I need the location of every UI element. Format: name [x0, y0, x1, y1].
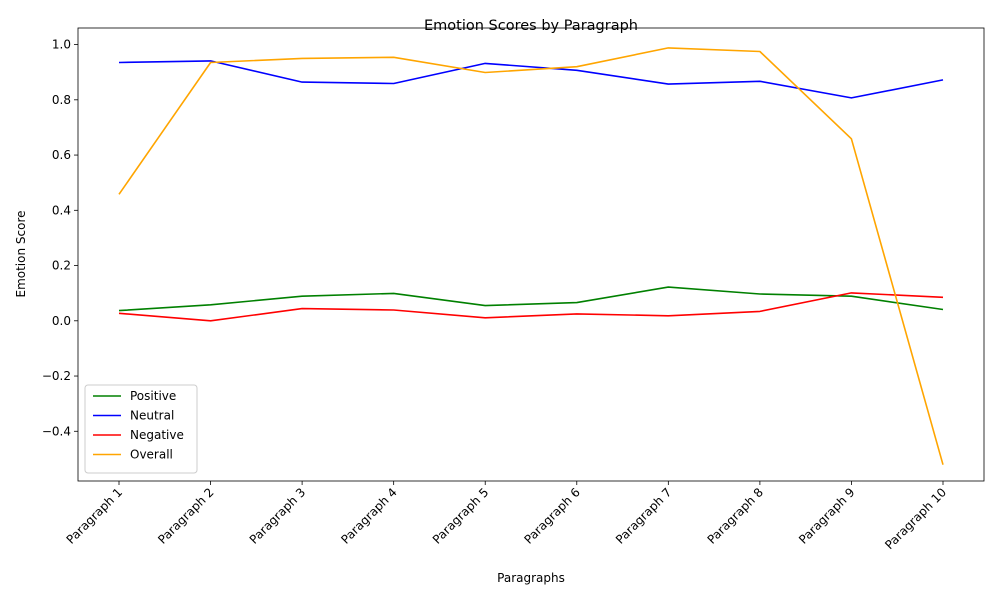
series-line-positive: [118, 286, 944, 312]
plot-frame: [77, 27, 985, 482]
y-axis-title: Emotion Score: [14, 210, 28, 297]
y-tick-label: 0.8: [52, 93, 71, 107]
x-axis-title: Paragraphs: [497, 571, 565, 585]
y-axis: −0.4 −0.2 0.0 0.2 0.4 0.6 0.8 1.0: [42, 38, 78, 438]
chart-title: Emotion Scores by Paragraph: [424, 18, 638, 34]
plot-lines: [118, 47, 944, 465]
y-tick-label: 1.0: [52, 38, 71, 52]
y-tick-label: 0.4: [52, 203, 71, 217]
legend-label-negative: Negative: [130, 428, 184, 442]
legend-box: [84, 384, 198, 474]
legend: Positive Neutral Negative Overall: [84, 384, 198, 474]
legend-label-positive: Positive: [130, 389, 176, 403]
y-tick-label: 0.0: [52, 314, 71, 328]
series-line-overall: [118, 47, 944, 465]
y-tick-label: −0.4: [42, 424, 71, 438]
legend-label-neutral: Neutral: [130, 409, 174, 423]
y-tick-label: 0.2: [52, 259, 71, 273]
series-line-negative: [118, 292, 944, 322]
y-tick-label: −0.2: [42, 369, 71, 383]
series-line-neutral: [118, 60, 944, 99]
legend-label-overall: Overall: [130, 448, 173, 462]
y-tick-label: 0.6: [52, 148, 71, 162]
